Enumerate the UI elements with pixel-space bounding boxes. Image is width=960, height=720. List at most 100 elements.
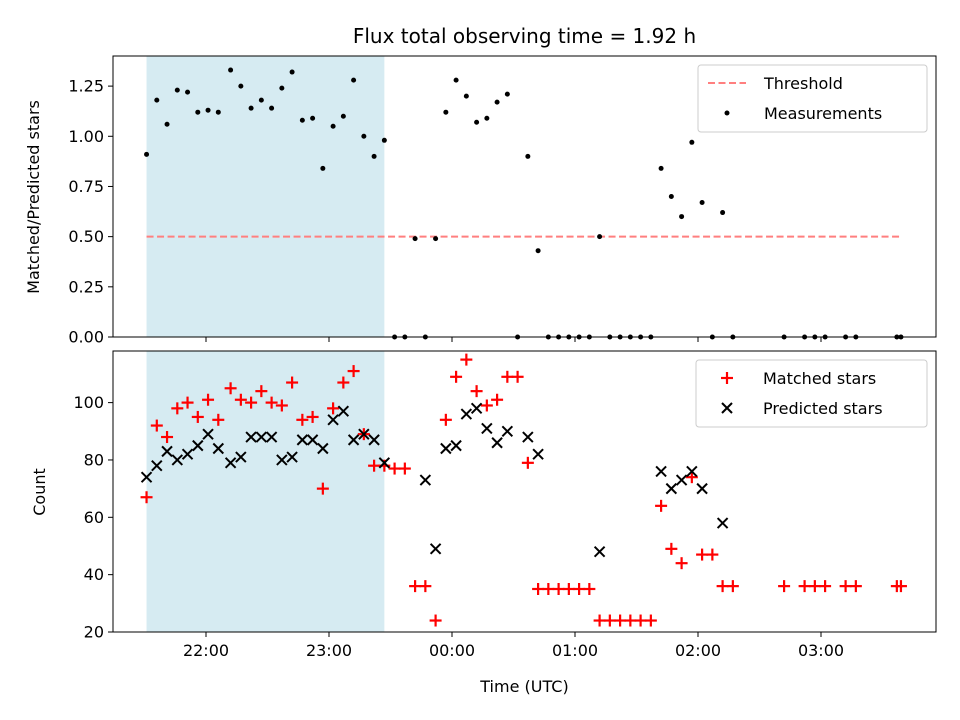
measurement-point [504, 91, 510, 97]
matched-star-point [849, 580, 862, 593]
predicted-star-point [522, 431, 534, 443]
matched-star-point [614, 614, 627, 627]
predicted-star-point [317, 442, 329, 455]
predicted-star-point [276, 454, 288, 466]
matched-star-point [726, 580, 739, 593]
bottom-y-tick-label: 100 [73, 393, 104, 412]
matched-star-point [212, 413, 225, 426]
predicted-star-point [491, 437, 503, 449]
matched-star-point [839, 580, 852, 593]
measurement-point [289, 69, 295, 75]
measurement-point [228, 67, 234, 73]
predicted-star-point [286, 451, 298, 463]
measurement-point [361, 133, 367, 139]
predicted-star-point [202, 428, 214, 440]
measurement-point [658, 165, 664, 171]
predicted-star-point [368, 434, 380, 446]
matched-star-point [275, 399, 288, 412]
measurement-point [330, 123, 336, 129]
matched-star-point [347, 365, 360, 378]
matched-star-point [894, 580, 907, 593]
predicted-star-point [181, 448, 194, 460]
top-y-axis-label: Matched/Predicted stars [24, 100, 43, 294]
matched-star-point [675, 557, 688, 570]
legend-matched-label: Matched stars [763, 369, 876, 388]
bottom-y-ticks: 20 40 60 80 100 [73, 393, 113, 642]
bottom-x-tick-label: 22:00 [183, 641, 229, 660]
measurement-point [679, 214, 685, 220]
predicted-star-point [161, 445, 173, 458]
matched-star-point [409, 580, 422, 593]
bottom-highlight-span [146, 351, 385, 632]
matched-star-point [234, 393, 247, 406]
bottom-axes-frame [112, 350, 937, 633]
measurement-point [185, 89, 191, 95]
legend-predicted-label: Predicted stars [763, 399, 883, 418]
top-y-tick-label: 1.00 [68, 127, 104, 146]
measurement-point [205, 107, 211, 113]
matched-star-point [429, 614, 442, 627]
matched-star-point [388, 462, 401, 475]
top-legend-box [697, 64, 928, 133]
measurement-point [463, 93, 469, 99]
legend-predicted-swatch [721, 402, 733, 414]
predicted-star-point [696, 482, 708, 495]
measurement-point [269, 105, 275, 111]
predicted-star-point [296, 434, 309, 446]
bottom-legend: Matched stars Predicted stars [695, 359, 928, 428]
predicted-star-point [675, 474, 688, 486]
predicted-star-point [151, 459, 163, 472]
matched-star-point [419, 580, 432, 593]
predicted-star-point [327, 414, 339, 426]
matched-star-point [552, 582, 565, 595]
predicted-star-point [501, 425, 514, 437]
matched-star-point [808, 580, 821, 593]
predicted-star-point [429, 543, 442, 555]
measurement-point [699, 200, 705, 206]
bottom-x-tick-label: 23:00 [306, 641, 352, 660]
predicted-star-point [192, 439, 204, 452]
measurement-point [689, 139, 695, 145]
bottom-y-tick-label: 20 [84, 623, 104, 642]
matched-star-point [368, 459, 381, 472]
measurement-point [299, 117, 305, 123]
predicted-star-point [450, 439, 462, 452]
matched-star-point [337, 376, 350, 389]
matched-star-point [296, 413, 309, 426]
measurement-point [154, 97, 160, 103]
top-y-tick-label: 0.50 [68, 227, 104, 246]
matched-star-point [521, 456, 534, 469]
top-y-tick-label: 0.00 [68, 328, 104, 347]
matched-star-point [665, 542, 678, 555]
bottom-x-axis-label: Time (UTC) [479, 677, 568, 696]
predicted-star-point [347, 434, 360, 446]
measurement-point [720, 210, 726, 216]
measurement-point [215, 109, 221, 115]
matched-star-point [460, 353, 473, 366]
measurement-point [279, 85, 285, 91]
measurement-point [371, 153, 377, 159]
matched-star-point [306, 410, 319, 423]
matched-star-point [532, 582, 545, 595]
predicted-star-point [378, 457, 391, 469]
matched-star-point [265, 396, 278, 409]
measurement-point [195, 109, 201, 115]
matched-star-point [181, 396, 194, 409]
measurement-point [351, 77, 357, 83]
matched-stars-points [140, 353, 907, 627]
matched-star-point [191, 410, 204, 423]
matched-star-point [685, 471, 698, 484]
matched-star-point [480, 399, 493, 412]
measurement-point [484, 115, 490, 121]
matched-star-point [255, 385, 268, 398]
matched-star-point [491, 393, 504, 406]
matched-star-point [716, 580, 729, 593]
measurement-point [340, 113, 346, 119]
bottom-x-tick-label: 03:00 [798, 641, 844, 660]
top-axes-frame [112, 55, 937, 338]
matched-star-point [706, 548, 719, 561]
bottom-y-axis-label: Count [30, 468, 49, 516]
matched-star-point [224, 382, 237, 395]
matched-star-point [327, 402, 340, 415]
legend-threshold-label: Threshold [763, 74, 843, 93]
